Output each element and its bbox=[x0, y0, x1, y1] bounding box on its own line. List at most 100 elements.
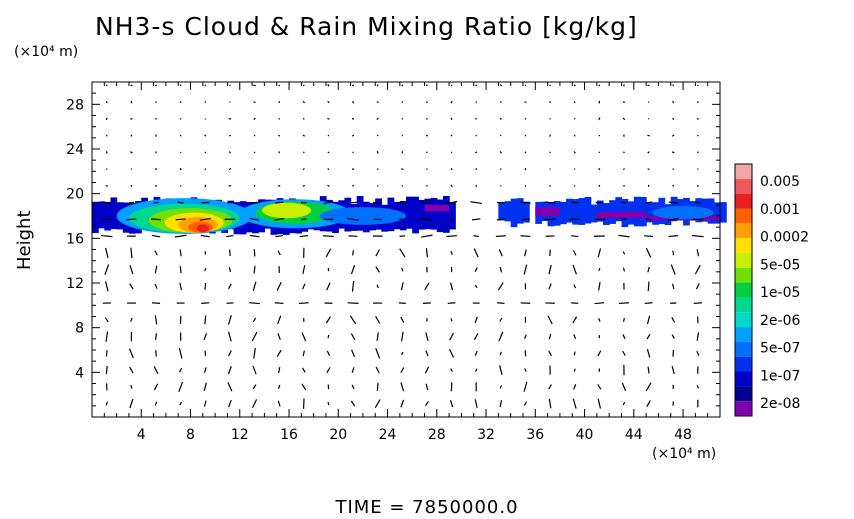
plot-frame bbox=[91, 81, 721, 418]
wind-vector bbox=[351, 134, 355, 137]
wind-vector bbox=[496, 218, 505, 221]
cloud-cell bbox=[713, 202, 721, 224]
wind-vector bbox=[598, 317, 601, 322]
wind-vector bbox=[154, 333, 158, 340]
wind-vector bbox=[204, 84, 207, 87]
wind-vector bbox=[227, 314, 232, 325]
wind-vector bbox=[301, 367, 306, 373]
wind-vector bbox=[376, 134, 379, 137]
colorbar-swatch bbox=[735, 267, 752, 283]
wind-vector bbox=[351, 184, 355, 187]
wind-vector bbox=[204, 134, 207, 137]
wind-vector bbox=[646, 400, 651, 408]
y-tick-label: 16 bbox=[66, 231, 84, 247]
time-label: TIME = 7850000.0 bbox=[335, 497, 519, 518]
wind-vector bbox=[474, 316, 478, 323]
wind-vector bbox=[401, 267, 404, 272]
wind-vector bbox=[326, 350, 331, 356]
x-axis-unit: (×10⁴ m) bbox=[652, 446, 717, 462]
wind-vector bbox=[598, 117, 601, 121]
wind-vector bbox=[351, 280, 355, 292]
wind-vector bbox=[204, 282, 207, 290]
cloud-cell bbox=[98, 201, 105, 229]
wind-vector bbox=[302, 100, 306, 104]
wind-vector bbox=[425, 134, 429, 137]
wind-vector bbox=[274, 302, 284, 305]
wind-vector bbox=[426, 84, 428, 87]
wind-vector bbox=[251, 331, 258, 342]
wind-vector bbox=[520, 201, 531, 204]
wind-vector bbox=[597, 248, 602, 258]
wind-vector bbox=[474, 284, 478, 289]
colorbar-label: 1e-07 bbox=[760, 368, 800, 384]
cloud-cell bbox=[615, 197, 623, 222]
wind-vector bbox=[249, 217, 260, 221]
wind-vector bbox=[253, 168, 256, 171]
wind-vector bbox=[151, 218, 162, 221]
cloud-cell bbox=[590, 204, 598, 223]
wind-vector bbox=[302, 184, 306, 187]
wind-vector bbox=[524, 249, 527, 257]
cloud-fringe bbox=[424, 204, 450, 212]
wind-vector bbox=[520, 235, 531, 238]
cloud-cell bbox=[92, 201, 99, 233]
wind-vector bbox=[376, 117, 379, 121]
wind-vector bbox=[474, 399, 478, 408]
wind-vector bbox=[277, 315, 282, 325]
wind-vector bbox=[400, 399, 405, 408]
wind-vector bbox=[278, 117, 280, 120]
colorbar-swatch bbox=[735, 223, 752, 239]
wind-vector bbox=[401, 84, 404, 87]
colorbar-label: 5e-05 bbox=[760, 257, 800, 273]
wind-vector bbox=[597, 398, 602, 409]
wind-vector bbox=[475, 101, 478, 103]
wind-vector bbox=[128, 348, 134, 359]
wind-vector bbox=[228, 283, 232, 290]
wind-vector bbox=[647, 168, 650, 170]
wind-vector bbox=[426, 117, 428, 120]
wind-vector bbox=[598, 282, 601, 291]
wind-vector bbox=[302, 84, 305, 87]
wind-vector bbox=[450, 134, 453, 137]
wind-vector bbox=[421, 217, 433, 221]
wind-vector bbox=[278, 367, 281, 374]
wind-vector bbox=[276, 282, 282, 291]
wind-vector bbox=[177, 201, 184, 204]
wind-vector bbox=[351, 384, 355, 390]
wind-vector bbox=[376, 332, 379, 341]
y-tick-label: 20 bbox=[66, 187, 84, 203]
wind-vector bbox=[447, 302, 456, 305]
wind-vector bbox=[521, 218, 530, 221]
wind-vector bbox=[201, 302, 210, 305]
wind-vector bbox=[327, 184, 330, 187]
wind-vector bbox=[475, 184, 478, 187]
wind-vector bbox=[376, 151, 379, 154]
wind-vector bbox=[153, 366, 159, 375]
wind-vector bbox=[646, 349, 651, 358]
wind-vector bbox=[499, 117, 502, 120]
wind-vector bbox=[573, 101, 576, 104]
wind-vector bbox=[154, 250, 158, 256]
wind-vector bbox=[277, 333, 281, 341]
wind-vector bbox=[647, 281, 650, 292]
wind-vector bbox=[351, 117, 355, 120]
wind-vector bbox=[104, 317, 109, 323]
wind-vector bbox=[105, 247, 109, 258]
wind-vector bbox=[548, 264, 552, 275]
wind-vector bbox=[323, 201, 334, 205]
wind-vector bbox=[278, 84, 281, 87]
wind-vector bbox=[347, 302, 359, 305]
wind-vector bbox=[275, 234, 284, 238]
wind-vector bbox=[647, 151, 650, 154]
wind-vector bbox=[645, 382, 652, 392]
wind-vector bbox=[130, 384, 133, 389]
y-tick-label: 28 bbox=[66, 97, 84, 113]
wind-vector bbox=[302, 117, 305, 120]
wind-vector bbox=[573, 334, 577, 340]
wind-vector bbox=[421, 201, 433, 204]
wind-vector bbox=[302, 151, 305, 154]
wind-vector bbox=[646, 333, 651, 340]
cloud-cell bbox=[504, 201, 512, 222]
wind-vector bbox=[524, 117, 527, 120]
